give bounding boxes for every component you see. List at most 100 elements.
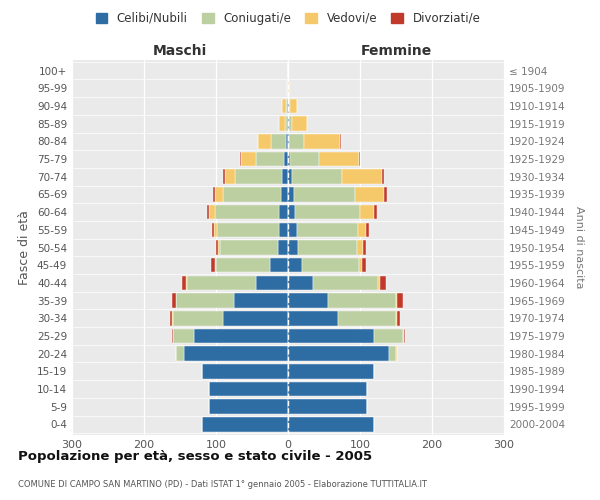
Bar (374, 328, 403, 343)
Bar (288, 417, 374, 432)
Bar (218, 240, 220, 255)
Bar (280, 205, 288, 220)
Bar (359, 152, 360, 166)
Bar (282, 98, 286, 113)
Bar (289, 98, 290, 113)
Bar (295, 205, 360, 220)
Text: Femmine: Femmine (361, 44, 431, 58)
Text: Maschi: Maschi (153, 44, 207, 58)
Bar (202, 364, 288, 378)
Bar (173, 328, 194, 343)
Bar (288, 240, 298, 255)
Bar (367, 222, 370, 237)
Bar (319, 152, 359, 166)
Bar (256, 152, 284, 166)
Bar (403, 328, 404, 343)
Bar (176, 294, 234, 308)
Bar (285, 116, 287, 131)
Bar (358, 222, 367, 237)
Bar (360, 205, 374, 220)
Bar (288, 98, 289, 113)
Bar (211, 258, 215, 272)
Bar (216, 258, 270, 272)
Bar (186, 276, 187, 290)
Bar (294, 187, 355, 202)
Bar (374, 205, 377, 220)
Bar (256, 276, 288, 290)
Bar (384, 187, 386, 202)
Bar (216, 240, 218, 255)
Bar (278, 222, 288, 237)
Bar (292, 116, 307, 131)
Bar (170, 311, 172, 326)
Bar (288, 294, 328, 308)
Bar (357, 240, 363, 255)
Bar (234, 294, 288, 308)
Bar (209, 205, 215, 220)
Text: COMUNE DI CAMPO SAN MARTINO (PD) - Dati ISTAT 1° gennaio 2005 - Elaborazione TUT: COMUNE DI CAMPO SAN MARTINO (PD) - Dati … (18, 480, 427, 489)
Bar (224, 170, 235, 184)
Bar (389, 346, 396, 361)
Bar (296, 222, 358, 237)
Bar (209, 400, 288, 414)
Bar (223, 170, 224, 184)
Bar (212, 222, 214, 237)
Bar (206, 205, 209, 220)
Bar (259, 134, 271, 148)
Bar (288, 382, 367, 396)
Bar (396, 311, 397, 326)
Bar (172, 294, 176, 308)
Bar (363, 240, 367, 255)
Bar (355, 187, 384, 202)
Bar (378, 276, 380, 290)
Bar (380, 276, 386, 290)
Y-axis label: Anni di nascita: Anni di nascita (574, 206, 584, 289)
Bar (397, 294, 403, 308)
Bar (271, 134, 286, 148)
Bar (289, 134, 304, 148)
Bar (223, 187, 281, 202)
Bar (286, 134, 288, 148)
Bar (397, 311, 400, 326)
Bar (288, 311, 338, 326)
Bar (287, 98, 288, 113)
Bar (288, 116, 289, 131)
Bar (288, 134, 289, 148)
Bar (338, 311, 396, 326)
Bar (209, 382, 288, 396)
Bar (340, 134, 341, 148)
Bar (215, 258, 216, 272)
Bar (223, 311, 288, 326)
Bar (288, 400, 367, 414)
Bar (290, 98, 298, 113)
Bar (187, 276, 256, 290)
Bar (217, 222, 278, 237)
Bar (396, 294, 397, 308)
Bar (304, 134, 340, 148)
Bar (288, 328, 374, 343)
Bar (194, 328, 288, 343)
Bar (288, 346, 389, 361)
Bar (182, 276, 186, 290)
Bar (292, 170, 342, 184)
Bar (241, 152, 256, 166)
Bar (172, 328, 173, 343)
Bar (287, 81, 288, 96)
Bar (270, 258, 288, 272)
Bar (288, 152, 290, 166)
Bar (289, 116, 292, 131)
Bar (359, 258, 362, 272)
Bar (215, 187, 223, 202)
Bar (288, 81, 289, 96)
Bar (282, 170, 288, 184)
Bar (298, 240, 357, 255)
Bar (184, 346, 288, 361)
Bar (278, 240, 288, 255)
Bar (202, 417, 288, 432)
Bar (290, 152, 319, 166)
Bar (235, 170, 282, 184)
Bar (302, 258, 359, 272)
Bar (176, 346, 184, 361)
Bar (220, 240, 278, 255)
Bar (284, 152, 288, 166)
